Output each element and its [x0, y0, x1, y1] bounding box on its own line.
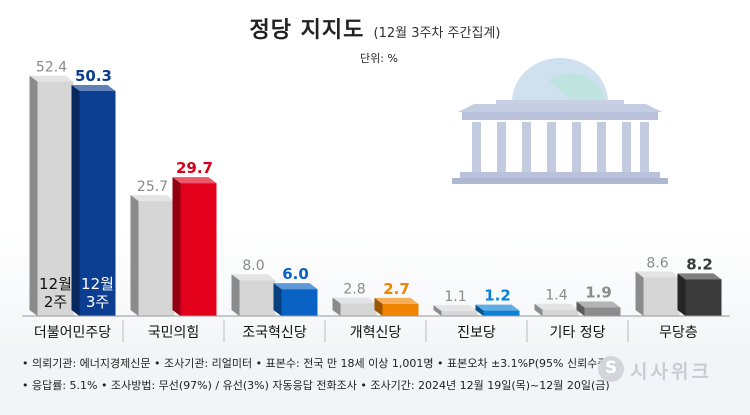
brand-emblem-icon	[598, 356, 624, 382]
value-label-previous-6: 8.6	[646, 256, 668, 272]
chart-title: 정당 지지도 (12월 3주차 주간집계)	[0, 12, 750, 44]
value-label-previous-1: 25.7	[137, 179, 168, 195]
category-label-5: 기타 정당	[550, 325, 606, 341]
value-label-current-6: 8.2	[686, 255, 713, 273]
survey-info-line-1: • 의뢰기관: 에너지경제신문 • 조사기관: 리얼미터 • 표본수: 전국 만…	[22, 357, 612, 370]
national-assembly-icon	[452, 58, 668, 184]
bar-current-0	[71, 85, 116, 316]
category-label-6: 무당층	[659, 325, 698, 341]
bar-previous-6	[635, 271, 680, 316]
bar-previous-1	[130, 195, 175, 316]
bar-current-3	[374, 297, 419, 316]
category-label-1: 국민의힘	[148, 325, 200, 341]
category-label-3: 개혁신당	[350, 325, 402, 341]
value-label-previous-5: 1.4	[545, 288, 567, 304]
survey-info-line-2: • 응답률: 5.1% • 조사방법: 무선(97%) / 유선(3%) 자동응…	[22, 379, 610, 392]
category-label-2: 조국혁신당	[242, 325, 307, 341]
brand-logo: 시사위크	[598, 356, 738, 383]
series-label-previous-0: 12월	[39, 275, 72, 293]
title-subtitle: (12월 3주차 주간집계)	[373, 26, 501, 41]
bar-current-4	[475, 304, 520, 316]
series-label-current-1: 3주	[86, 293, 109, 311]
value-label-current-4: 1.2	[484, 287, 511, 305]
brand-name: 시사위크	[630, 361, 712, 383]
bar-current-5	[576, 301, 621, 316]
series-label-previous-1: 2주	[44, 293, 67, 311]
bar-previous-3	[332, 297, 377, 316]
bar-previous-4	[433, 305, 478, 316]
bar-previous-2	[231, 274, 276, 316]
value-label-current-1: 29.7	[176, 159, 213, 177]
value-label-previous-2: 8.0	[242, 258, 264, 274]
value-label-current-3: 2.7	[383, 280, 410, 298]
bar-current-2	[273, 283, 318, 316]
bar-previous-0	[29, 75, 74, 316]
value-label-previous-3: 2.8	[343, 281, 365, 297]
bar-current-6	[677, 273, 722, 316]
survey-footer: • 의뢰기관: 에너지경제신문 • 조사기관: 리얼미터 • 표본수: 전국 만…	[0, 346, 750, 415]
value-label-current-2: 6.0	[282, 265, 309, 283]
value-label-previous-0: 52.4	[36, 60, 67, 76]
value-label-current-5: 1.9	[585, 284, 612, 302]
bar-current-1	[172, 177, 217, 316]
value-label-current-0: 50.3	[75, 67, 112, 85]
bar-previous-5	[534, 303, 579, 316]
series-label-current-0: 12월	[81, 275, 114, 293]
title-main: 정당 지지도	[249, 18, 365, 43]
category-label-4: 진보당	[457, 325, 496, 341]
category-label-0: 더불어민주당	[34, 325, 111, 341]
unit-label: 단위: %	[360, 52, 398, 65]
value-label-previous-4: 1.1	[444, 289, 466, 305]
